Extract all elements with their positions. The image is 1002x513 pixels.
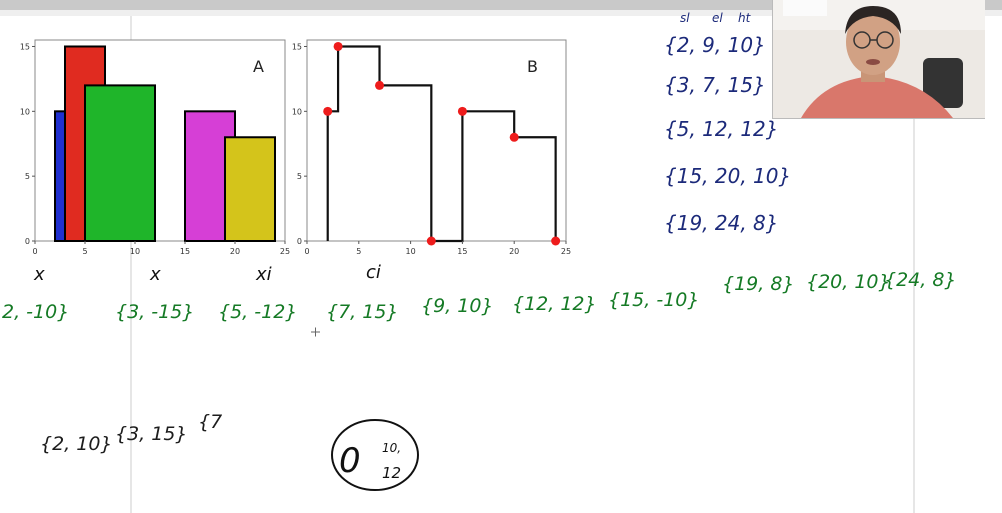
- chart-a-label: A: [253, 57, 264, 76]
- cam-shirt: [801, 76, 953, 118]
- result-2: {3, 15}: [115, 423, 188, 445]
- triplet-notes: sl el ht {2, 9, 10} {3, 7, 15} {5, 12, 1…: [664, 11, 791, 235]
- chart-b-frame: [306, 39, 567, 242]
- chart-b: 0 5 10 15 20 25 0 5 10 15 B: [292, 39, 571, 256]
- chart-a-ytick-label-1: 5: [25, 172, 30, 181]
- event-10: {24, 8}: [884, 269, 957, 291]
- chart-b-label: B: [527, 57, 538, 76]
- triplet-1: {2, 9, 10}: [664, 33, 766, 57]
- chart-b-xtick-label-3: 15: [457, 247, 467, 256]
- event-1: 2, -10}: [2, 301, 69, 323]
- cam-mouth: [866, 59, 880, 65]
- event-2: {3, -15}: [115, 301, 194, 323]
- cam-face: [846, 9, 900, 75]
- result-3: {7: [198, 411, 222, 433]
- triplet-3: {5, 12, 12}: [664, 117, 779, 141]
- triplet-2: {3, 7, 15}: [664, 73, 766, 97]
- skyline-point-2: [333, 41, 343, 51]
- notes-header-sl: sl: [680, 11, 690, 25]
- skyline-point-4: [426, 236, 436, 246]
- chart-b-xtick-label-0: 0: [304, 247, 309, 256]
- axis-mark-3: xi: [255, 264, 272, 285]
- chart-b-xtick-label-2: 10: [406, 247, 416, 256]
- event-3: {5, -12}: [218, 301, 297, 323]
- events-row: 2, -10} {3, -15} {5, -12} {7, 15} {9, 10…: [2, 269, 957, 323]
- skyline-point-5: [457, 106, 467, 116]
- skyline-point-3: [375, 80, 385, 90]
- page-divider-right: [913, 16, 915, 513]
- event-5: {9, 10}: [421, 295, 494, 317]
- chart-b-ytick-label-2: 10: [292, 107, 302, 116]
- result-1: {2, 10}: [40, 433, 113, 455]
- axis-mark-2: x: [149, 264, 161, 285]
- heap-value-2: 12: [382, 464, 401, 482]
- heap-circle: 0 10, 12: [331, 419, 419, 491]
- cursor-cross: [311, 327, 320, 337]
- presenter-video: [773, 0, 985, 118]
- chart-b-xtick-label-5: 25: [561, 247, 571, 256]
- triplet-4: {15, 20, 10}: [664, 164, 791, 188]
- window-top-strip: [0, 10, 1002, 16]
- chart-b-ytick-label-1: 5: [297, 172, 302, 181]
- window-top-bar: [0, 0, 1002, 10]
- skyline-point-6: [509, 132, 519, 142]
- cam-light: [783, 0, 827, 16]
- event-6: {12, 12}: [512, 293, 597, 315]
- chart-b-ytick-label-0: 0: [297, 237, 302, 246]
- webcam-overlay: [772, 0, 985, 119]
- building-bar-3: [84, 84, 156, 242]
- chart-a-ytick-label-3: 15: [20, 42, 30, 51]
- page-divider-left: [130, 16, 132, 513]
- axis-mark-1: x: [33, 264, 45, 285]
- chart-a-ytick-label-0: 0: [25, 237, 30, 246]
- chart-b-xtick-label-4: 20: [509, 247, 519, 256]
- result-row: {2, 10} {3, 15} {7: [40, 411, 222, 455]
- skyline-point-1: [323, 106, 333, 116]
- skyline-point-7: [551, 236, 561, 246]
- event-4: {7, 15}: [326, 301, 399, 323]
- cam-chair: [923, 58, 963, 108]
- heap-value-1: 10,: [382, 441, 401, 455]
- notes-header-ht: ht: [738, 11, 752, 25]
- chart-a-xtick-label-5: 25: [280, 247, 290, 256]
- event-9: {20, 10}: [806, 271, 891, 293]
- chart-a-ytick-label-2: 10: [20, 107, 30, 116]
- building-bar-5: [224, 136, 276, 243]
- triplet-5: {19, 24, 8}: [664, 211, 779, 235]
- chart-a-xtick-label-2: 10: [130, 247, 140, 256]
- heap-ellipse: [331, 419, 419, 491]
- chart-a: 0 5 10 15 20 25 0 5 10 15 A: [20, 39, 290, 256]
- chart-b-ytick-label-3: 15: [292, 42, 302, 51]
- chart-a-xtick-label-4: 20: [230, 247, 240, 256]
- heap-main-value: 0: [339, 441, 361, 481]
- axis-mark-4: ci: [366, 262, 381, 283]
- notes-header-el: el: [712, 11, 723, 25]
- chart-a-xtick-label-0: 0: [32, 247, 37, 256]
- cam-hair: [845, 6, 901, 34]
- event-8: {19, 8}: [722, 273, 795, 295]
- event-7: {15, -10}: [608, 289, 699, 311]
- chart-a-xtick-label-1: 5: [82, 247, 87, 256]
- chart-a-xtick-label-3: 15: [180, 247, 190, 256]
- chart-b-xtick-label-1: 5: [356, 247, 361, 256]
- axis-marks: x x xi ci: [33, 262, 381, 285]
